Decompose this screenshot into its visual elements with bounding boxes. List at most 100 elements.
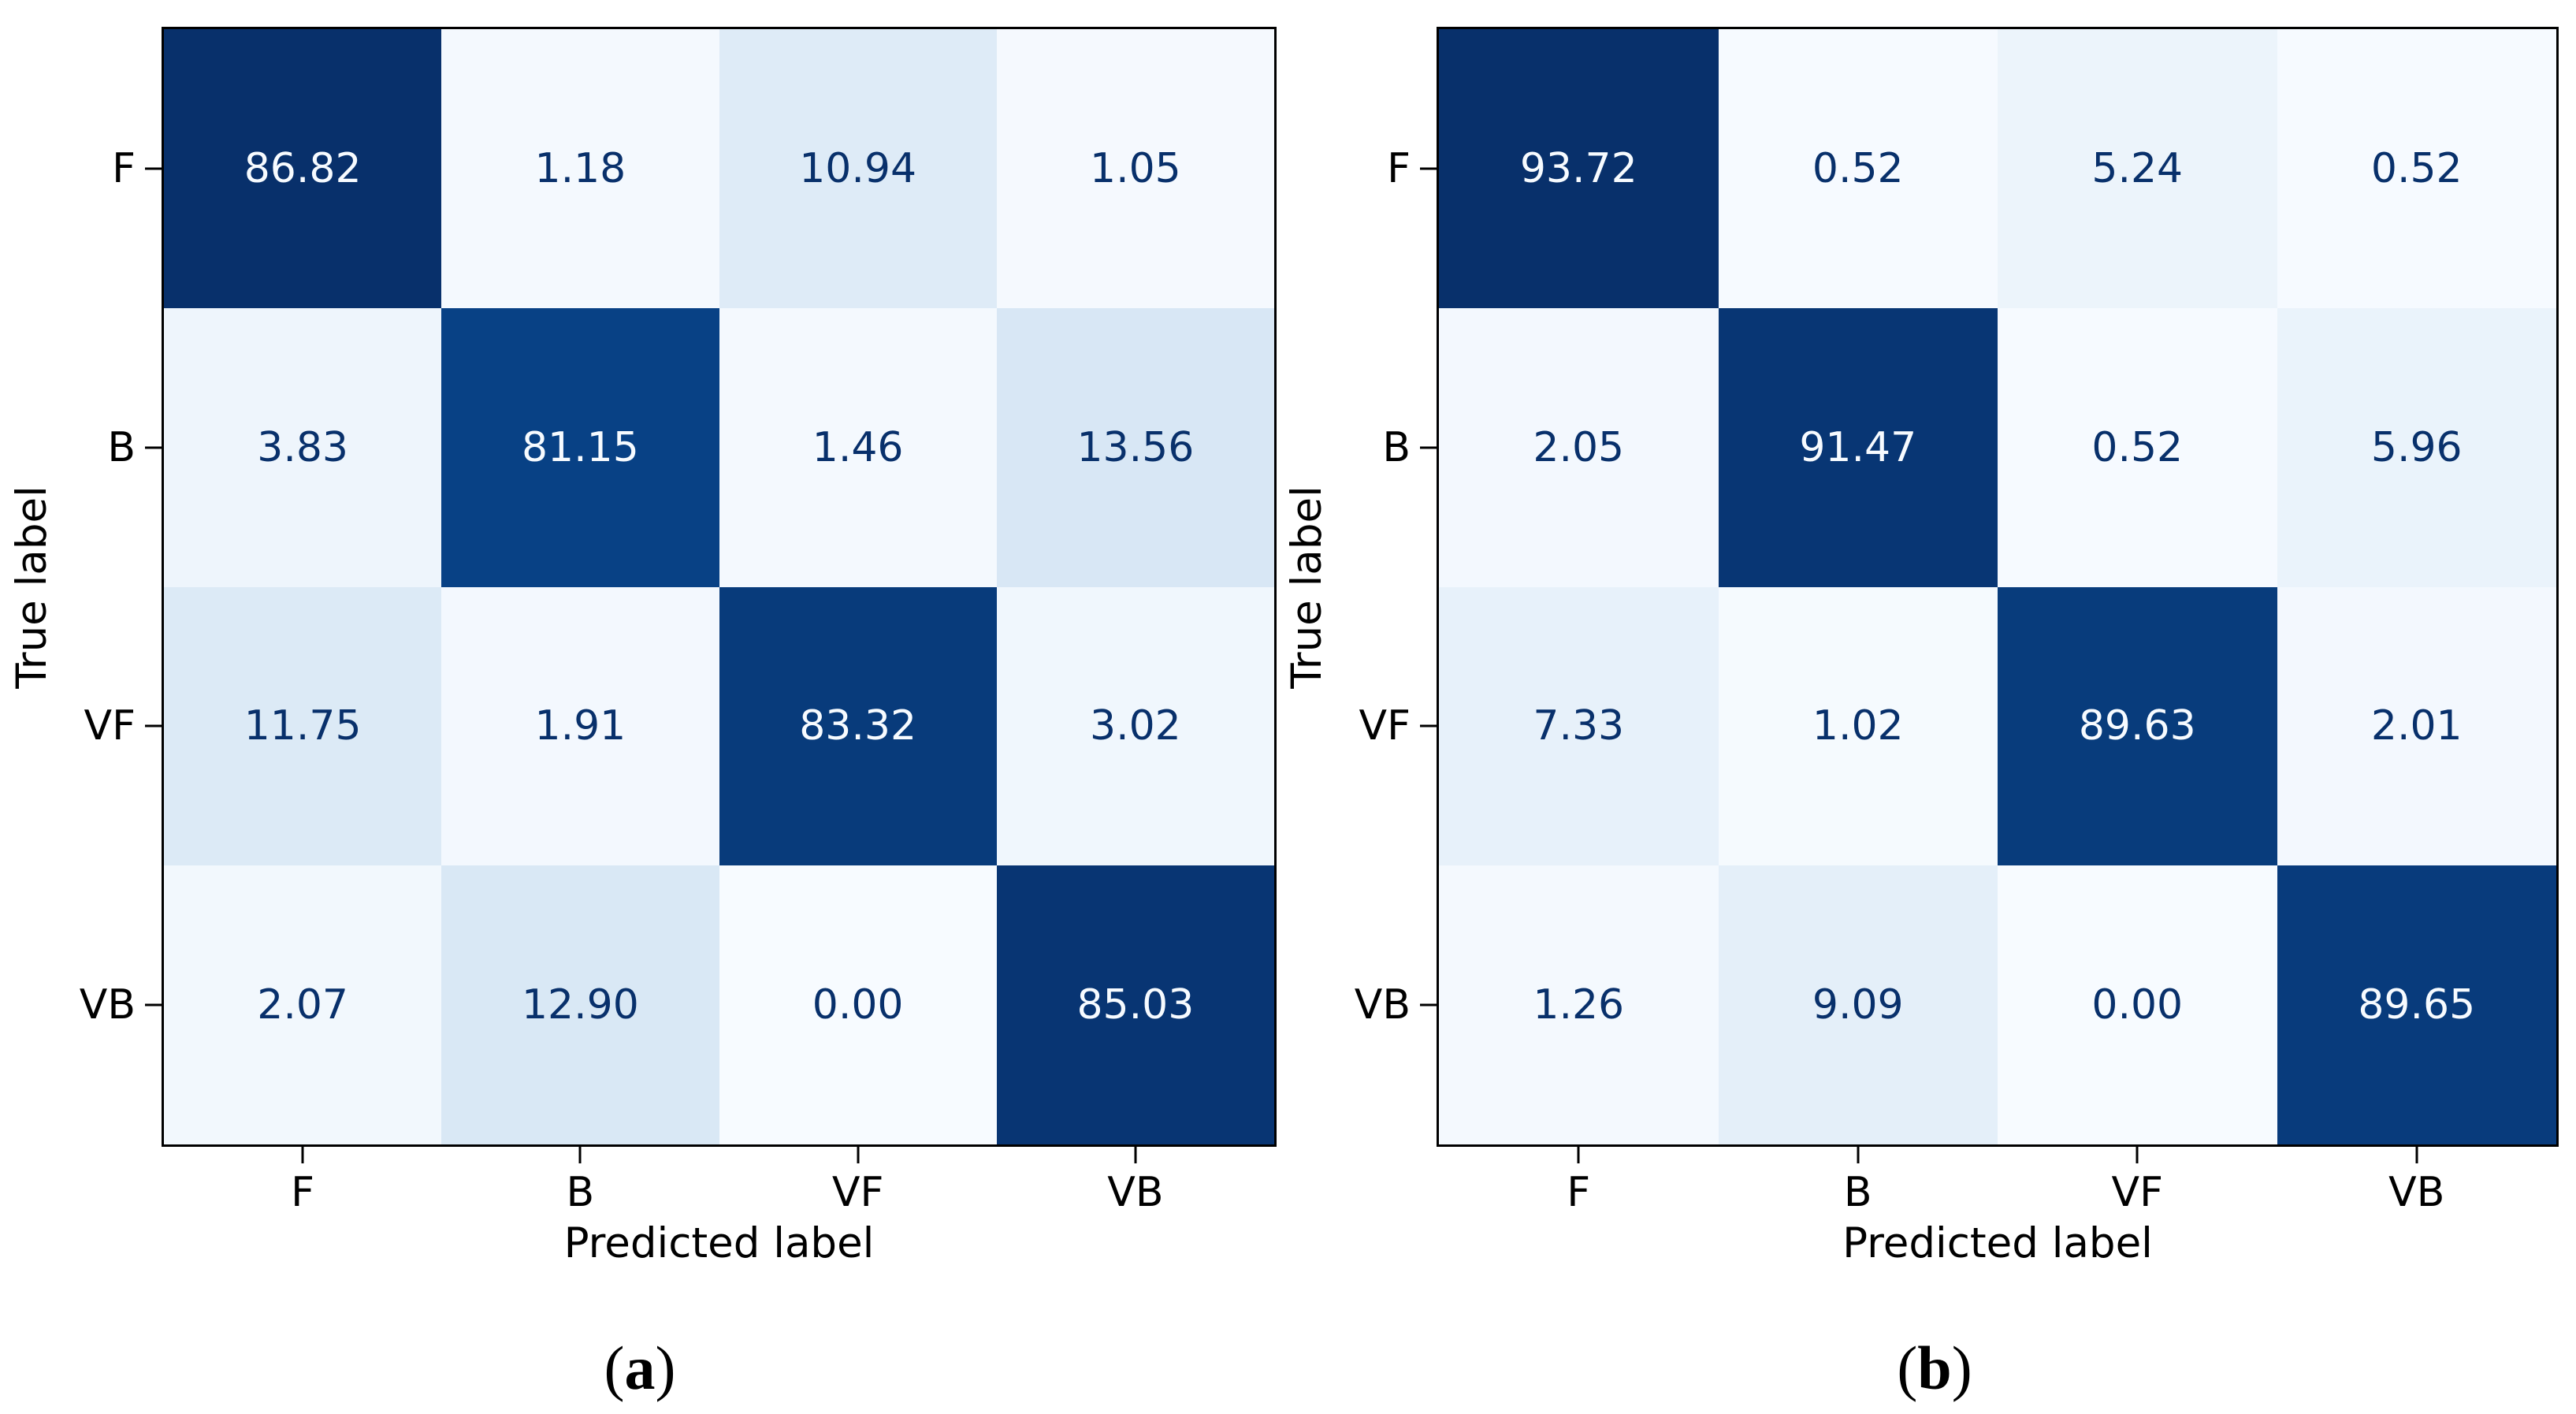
- matrix-cell-VB-VB: 89.65: [2277, 865, 2556, 1144]
- y-tick-mark: [145, 724, 162, 727]
- matrix-cell-VF-F: 7.33: [1439, 586, 1719, 866]
- caption-b-letter: b: [1917, 1334, 1952, 1402]
- matrix-cell-F-B: 0.52: [1718, 29, 1998, 308]
- x-tick-mark: [1577, 1147, 1580, 1163]
- x-tick-mark: [857, 1147, 860, 1163]
- matrix-cell-VB-VB: 85.03: [996, 865, 1274, 1144]
- cell-value: 81.15: [521, 423, 639, 471]
- cell-value: 0.00: [812, 981, 904, 1029]
- y-tick-mark: [1420, 446, 1437, 449]
- matrix-cell-B-VB: 13.56: [996, 307, 1274, 587]
- caption-b-open-paren: (: [1897, 1334, 1918, 1402]
- matrix-cell-VB-B: 12.90: [441, 865, 719, 1144]
- x-tick-label-VF: VF: [831, 1169, 884, 1216]
- x-tick-label-B: B: [1843, 1169, 1872, 1216]
- y-tick-mark: [145, 1003, 162, 1007]
- matrix-cell-VF-B: 1.02: [1718, 586, 1998, 866]
- y-tick-mark: [145, 167, 162, 170]
- matrix-cell-B-VB: 5.96: [2277, 307, 2556, 587]
- cell-value: 91.47: [1799, 423, 1917, 471]
- cell-value: 85.03: [1076, 981, 1195, 1029]
- y-tick-mark: [1420, 167, 1437, 170]
- cell-value: 2.01: [2370, 702, 2463, 750]
- y-axis-label-a: True label: [8, 485, 57, 689]
- x-tick-label-F: F: [1567, 1169, 1591, 1216]
- y-tick-label-VB: VB: [1354, 981, 1411, 1029]
- x-axis-label-b: Predicted label: [1842, 1219, 2153, 1267]
- matrix-cell-VB-VF: 0.00: [719, 865, 997, 1144]
- caption-a-letter: a: [624, 1334, 656, 1402]
- matrix-cell-F-VB: 1.05: [996, 29, 1274, 308]
- caption-a-close-paren: ): [655, 1334, 676, 1402]
- matrix-cell-VB-B: 9.09: [1718, 865, 1998, 1144]
- matrix-cell-B-F: 2.05: [1439, 307, 1719, 587]
- cell-value: 0.52: [2091, 423, 2184, 471]
- cell-value: 1.02: [1812, 702, 1904, 750]
- x-tick-mark: [1134, 1147, 1137, 1163]
- y-tick-mark: [1420, 1003, 1437, 1007]
- caption-a-open-paren: (: [604, 1334, 625, 1402]
- x-tick-mark: [578, 1147, 582, 1163]
- cell-value: 3.02: [1089, 702, 1181, 750]
- matrix-cell-VF-B: 1.91: [441, 586, 719, 866]
- x-tick-mark: [2136, 1147, 2139, 1163]
- cell-value: 0.52: [1812, 144, 1904, 192]
- y-tick-label-VF: VF: [84, 702, 136, 750]
- matrix-cell-F-VF: 5.24: [1998, 29, 2277, 308]
- caption-a: (a): [604, 1338, 676, 1399]
- caption-b: (b): [1897, 1338, 1972, 1399]
- cell-value: 9.09: [1812, 981, 1904, 1029]
- y-tick-label-B: B: [107, 423, 136, 471]
- x-tick-label-VF: VF: [2111, 1169, 2163, 1216]
- cell-value: 10.94: [799, 144, 917, 192]
- cell-value: 3.83: [257, 423, 349, 471]
- matrix-cell-VF-VF: 83.32: [719, 586, 997, 866]
- cell-value: 93.72: [1519, 144, 1637, 192]
- matrix-cell-B-B: 91.47: [1718, 307, 1998, 587]
- caption-b-close-paren: ): [1951, 1334, 1972, 1402]
- cell-value: 12.90: [521, 981, 639, 1029]
- cell-value: 2.05: [1533, 423, 1625, 471]
- cell-value: 86.82: [243, 144, 362, 192]
- matrix-cell-B-VF: 0.52: [1998, 307, 2277, 587]
- x-tick-mark: [301, 1147, 304, 1163]
- x-tick-label-VB: VB: [2388, 1169, 2445, 1216]
- cell-value: 1.91: [534, 702, 626, 750]
- cell-value: 1.26: [1533, 981, 1625, 1029]
- matrix-cell-VF-VB: 3.02: [996, 586, 1274, 866]
- matrix-cell-VF-F: 11.75: [164, 586, 442, 866]
- y-tick-label-VF: VF: [1359, 702, 1411, 750]
- x-axis-label-a: Predicted label: [563, 1219, 875, 1267]
- y-axis-label-b: True label: [1283, 485, 1332, 689]
- cell-value: 11.75: [243, 702, 362, 750]
- y-tick-label-F: F: [1387, 144, 1411, 192]
- cell-value: 1.46: [812, 423, 904, 471]
- cell-value: 0.52: [2370, 144, 2463, 192]
- y-tick-label-B: B: [1382, 423, 1411, 471]
- matrix-cell-VF-VB: 2.01: [2277, 586, 2556, 866]
- matrix-cell-F-VB: 0.52: [2277, 29, 2556, 308]
- x-tick-label-B: B: [566, 1169, 595, 1216]
- confusion-matrix-panel-a: 86.82 1.18 10.94 1.05 3.83 81.15 1.46 13.56 11.7…: [8, 27, 1277, 1267]
- matrix-cell-VF-VF: 89.63: [1998, 586, 2277, 866]
- x-tick-label-VB: VB: [1107, 1169, 1164, 1216]
- heatmap-grid-a: 86.82 1.18 10.94 1.05 3.83 81.15 1.46 13.56 11.7…: [164, 29, 1274, 1144]
- cell-value: 89.63: [2078, 702, 2196, 750]
- cell-value: 89.65: [2358, 981, 2476, 1029]
- cell-value: 1.18: [534, 144, 626, 192]
- y-tick-label-F: F: [112, 144, 136, 192]
- cell-value: 5.24: [2091, 144, 2184, 192]
- matrix-cell-B-B: 81.15: [441, 307, 719, 587]
- matrix-cell-F-F: 93.72: [1439, 29, 1719, 308]
- matrix-cell-VB-VF: 0.00: [1998, 865, 2277, 1144]
- cell-value: 0.00: [2091, 981, 2184, 1029]
- matrix-cell-B-F: 3.83: [164, 307, 442, 587]
- matrix-cell-F-F: 86.82: [164, 29, 442, 308]
- cell-value: 13.56: [1076, 423, 1195, 471]
- cell-value: 2.07: [257, 981, 349, 1029]
- cell-value: 5.96: [2370, 423, 2463, 471]
- heatmap-grid-b: 93.72 0.52 5.24 0.52 2.05 91.47 0.52 5.96 7.33 1.…: [1439, 29, 2556, 1144]
- cell-value: 83.32: [799, 702, 917, 750]
- matrix-cell-F-VF: 10.94: [719, 29, 997, 308]
